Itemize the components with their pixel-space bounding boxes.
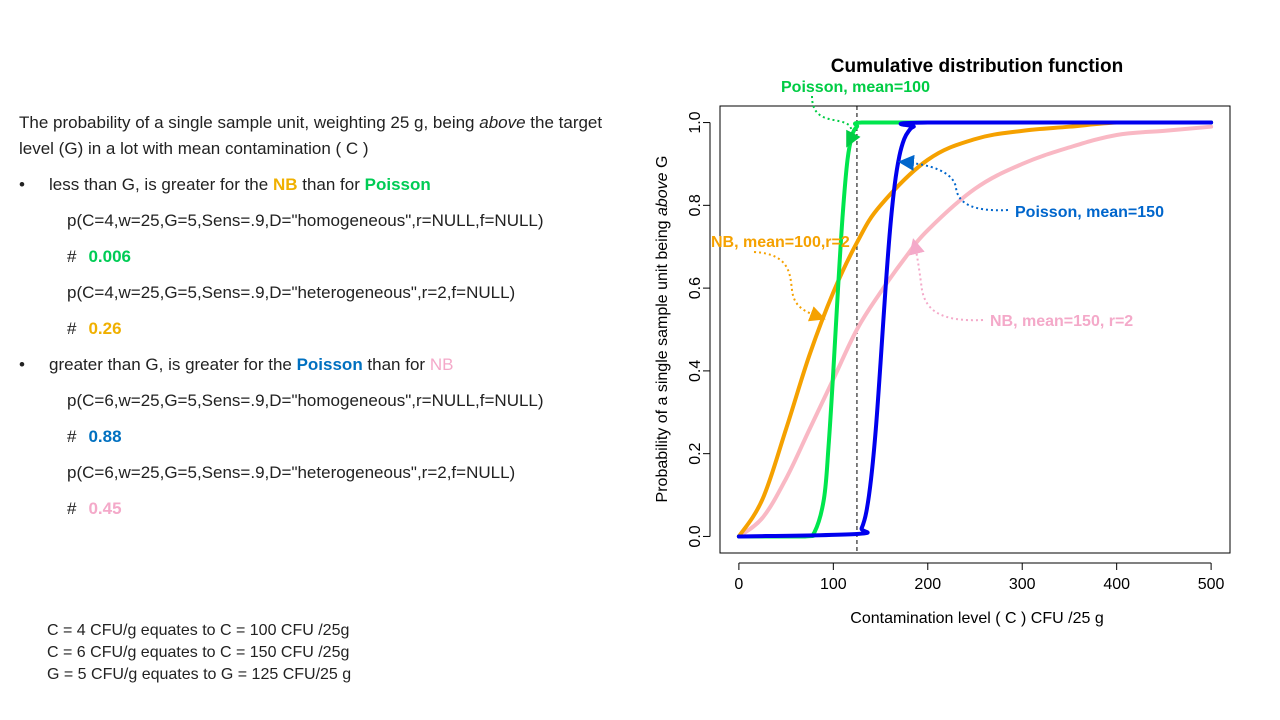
series-line-nb150 [736,124,1214,539]
annotation-poisson-150: Poisson, mean=150 [1015,204,1164,221]
x-tick-label: 100 [820,576,847,593]
x-tick-label: 400 [1103,576,1130,593]
cdf-chart-svg: Cumulative distribution function 0 100 200… [654,56,1231,627]
bullet2-hl-nb: NB [429,355,454,374]
series-line-poisson100 [736,120,1214,539]
hash-4: # [67,499,77,518]
y-tick-label: 0.6 [687,277,704,299]
intro-emphasis: above [479,113,526,132]
bullet-glyph: • [19,175,25,194]
y-axis-label-post: G [654,156,671,173]
annotation-poisson-100: Poisson, mean=100 [781,79,930,96]
arrow-nb-150 [909,238,984,322]
bullet1-pre: less than G, is greater for the [49,175,273,194]
hash-2: # [67,319,77,338]
result-2-value: 0.26 [88,319,122,338]
bullet-greater-than-g: • greater than G, is greater for the Poi… [19,352,619,378]
result-1-value: 0.006 [88,247,132,266]
bullet1-mid: than for [297,175,365,194]
series-line-nb100 [736,120,1214,539]
y-axis-label-em: above [654,172,671,216]
bullet-less-than-g: • less than G, is greater for the NB tha… [19,172,619,198]
hash-1: # [67,247,77,266]
code-line-4: p(C=6,w=25,G=5,Sens=.9,D="heterogeneous"… [67,463,516,482]
chart-title: Cumulative distribution function [831,56,1123,77]
series-line-poisson150 [736,120,1214,539]
result-line-1: #0.006 [67,244,619,270]
x-tick-label: 0 [734,576,743,593]
result-line-4: #0.45 [67,496,619,522]
x-axis-label: Contamination level ( C ) CFU /25 g [850,610,1103,627]
arrow-poisson-100 [811,95,861,148]
intro-text-2: the target level (G) in a lot with mean … [19,113,603,158]
result-3-value: 0.88 [88,427,122,446]
arrow-nb-100 [753,251,826,322]
intro-text-1: The probability of a single sample unit,… [19,113,480,132]
result-line-3: #0.88 [67,424,619,450]
bullet-glyph: • [19,355,25,374]
code-line-3: p(C=6,w=25,G=5,Sens=.9,D="homogeneous",r… [67,391,544,410]
result-4-value: 0.45 [88,499,122,518]
explanation-panel: The probability of a single sample unit,… [19,110,619,522]
plot-frame [719,105,1231,554]
bullet2-mid: than for [362,355,430,374]
x-tick-label: 200 [914,576,941,593]
intro-paragraph: The probability of a single sample unit,… [19,110,619,162]
y-tick-label: 0.2 [687,442,704,464]
y-tick-label: 0.4 [687,360,704,382]
y-axis-label: Probability of a single sample unit bein… [654,156,671,503]
note-c6: C = 6 CFU/g equates to C = 150 CFU /25g [47,644,350,661]
bullet1-hl-poisson: Poisson [364,175,431,194]
x-tick-label: 500 [1198,576,1225,593]
code-line-1: p(C=4,w=25,G=5,Sens=.9,D="homogeneous",r… [67,211,544,230]
note-g5: G = 5 CFU/g equates to G = 125 CFU/25 g [47,666,352,683]
hash-3: # [67,427,77,446]
bullet2-hl-poisson: Poisson [296,355,363,374]
x-tick-label: 300 [1009,576,1036,593]
y-axis-label-pre: Probability of a single sample unit bein… [654,216,671,502]
annotation-nb-100: NB, mean=100,r=2 [711,234,850,251]
annotation-nb-150: NB, mean=150, r=2 [990,313,1133,330]
y-tick-label: 1.0 [687,111,704,133]
y-tick-label: 0.8 [687,194,704,216]
y-tick-label: 0.0 [687,525,704,547]
note-c4: C = 4 CFU/g equates to C = 100 CFU /25g [47,622,350,639]
code-line-2: p(C=4,w=25,G=5,Sens=.9,D="heterogeneous"… [67,283,516,302]
bullet2-pre: greater than G, is greater for the [49,355,297,374]
unit-notes: C = 4 CFU/g equates to C = 100 CFU /25g … [47,620,351,686]
bullet1-hl-nb: NB [272,175,298,194]
result-line-2: #0.26 [67,316,619,342]
cdf-chart: Cumulative distribution function 0 100 200… [640,40,1280,640]
